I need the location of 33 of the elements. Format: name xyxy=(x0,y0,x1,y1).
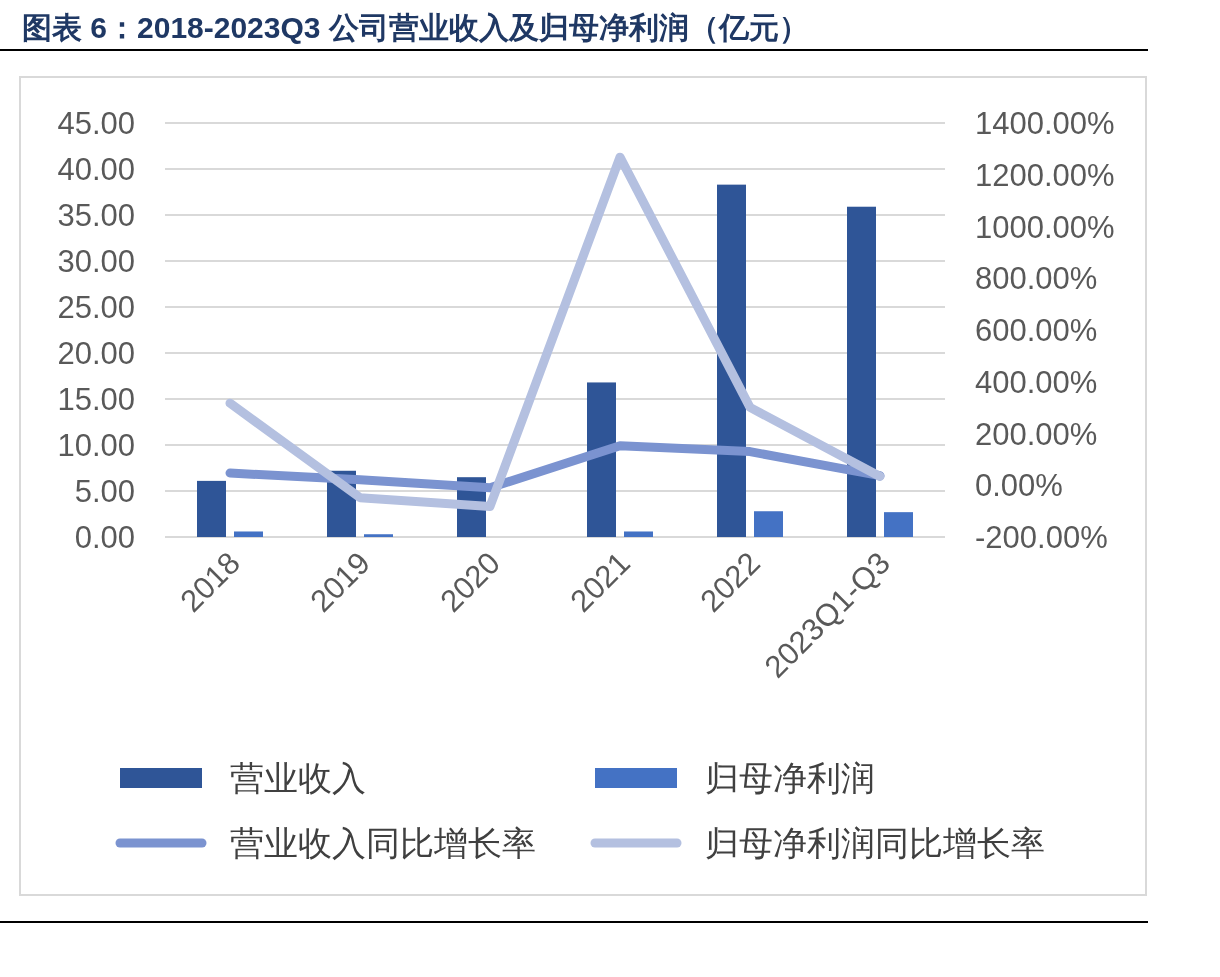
y-tick-label: 30.00 xyxy=(57,244,135,279)
bar xyxy=(847,206,876,537)
chart-title: 图表 6：2018-2023Q3 公司营业收入及归母净利润（亿元） xyxy=(22,11,809,44)
y-tick-label: 0.00 xyxy=(74,520,135,555)
legend-label: 归母净利润 xyxy=(705,759,875,797)
legend-label: 营业收入 xyxy=(230,759,366,797)
y-tick-label: 5.00 xyxy=(74,474,135,509)
y2-tick-label: 0.00% xyxy=(975,468,1063,504)
y2-tick-label: 800.00% xyxy=(975,261,1098,297)
y2-tick-label: 1400.00% xyxy=(975,106,1115,141)
y2-tick-label: 600.00% xyxy=(975,313,1098,348)
bar xyxy=(717,184,746,537)
y2-tick-label: 1000.00% xyxy=(975,209,1115,245)
legend-label: 营业收入同比增长率 xyxy=(230,824,536,862)
bar xyxy=(197,480,226,537)
y-tick-label: 45.00 xyxy=(57,106,135,141)
y-tick-label: 10.00 xyxy=(57,428,135,463)
y2-tick-label: -200.00% xyxy=(975,520,1108,555)
bar xyxy=(364,534,393,537)
legend-label: 归母净利润同比增长率 xyxy=(705,824,1045,862)
y-tick-label: 40.00 xyxy=(57,152,135,187)
bar xyxy=(624,531,653,537)
y2-tick-label: 400.00% xyxy=(975,364,1098,400)
y-tick-label: 35.00 xyxy=(57,198,135,233)
bar xyxy=(587,382,616,537)
y-tick-label: 20.00 xyxy=(57,336,135,371)
y2-tick-label: 200.00% xyxy=(975,416,1098,452)
y2-tick-label: 1200.00% xyxy=(975,157,1115,193)
bar xyxy=(884,512,913,537)
bar xyxy=(754,511,783,537)
y-tick-label: 25.00 xyxy=(57,290,135,325)
bar xyxy=(234,531,263,537)
y-tick-label: 15.00 xyxy=(57,382,135,417)
